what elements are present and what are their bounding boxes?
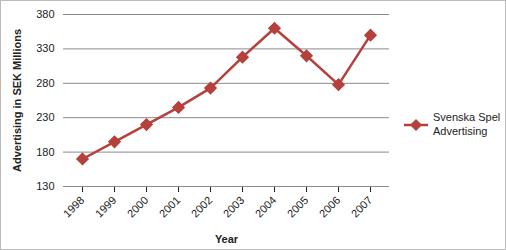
svg-text:130: 130 [36,180,54,192]
svg-text:2003: 2003 [221,194,247,220]
svg-text:2002: 2002 [189,194,215,220]
svg-text:2006: 2006 [317,194,343,220]
svg-text:2000: 2000 [125,194,151,220]
svg-text:2007: 2007 [349,194,375,220]
svg-text:2004: 2004 [253,194,279,220]
svg-text:Year: Year [215,233,239,245]
svg-text:180: 180 [36,146,54,158]
svg-text:Advertising in SEK Millions: Advertising in SEK Millions [11,29,23,172]
svg-text:230: 230 [36,111,54,123]
svg-text:280: 280 [36,77,54,89]
svg-text:380: 380 [36,8,54,20]
html-text:Svenska Spel Advertising: Svenska Spel Advertising [433,111,501,137]
svg-text:1999: 1999 [93,194,119,220]
svg-text:2001: 2001 [157,194,183,220]
svg-text:2005: 2005 [285,194,311,220]
svg-text:330: 330 [36,42,54,54]
svg-text:1998: 1998 [61,194,87,220]
